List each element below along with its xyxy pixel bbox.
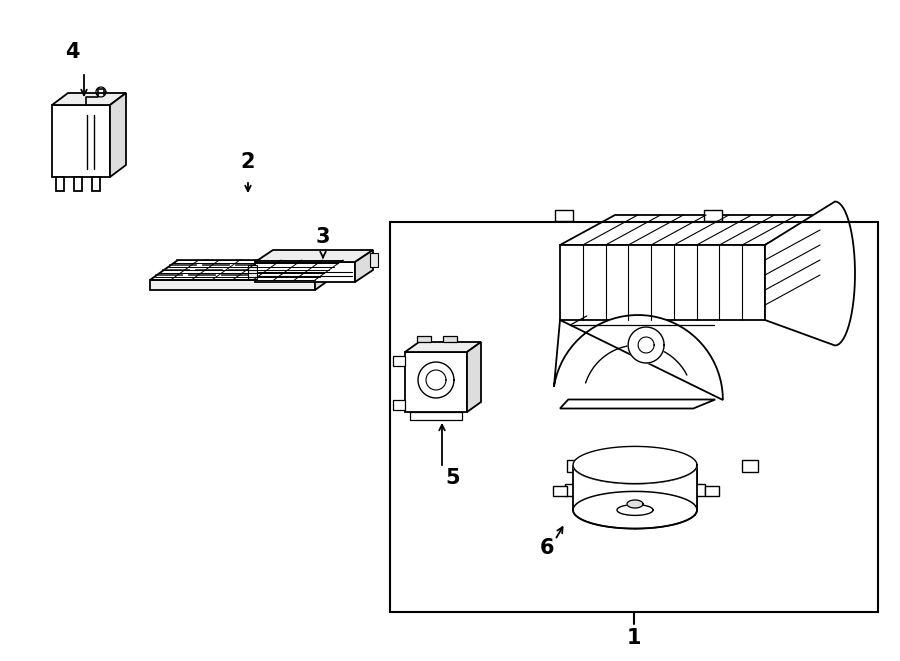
Polygon shape (405, 342, 481, 352)
Polygon shape (417, 336, 431, 342)
Polygon shape (294, 269, 321, 270)
Polygon shape (405, 352, 467, 412)
Polygon shape (255, 262, 355, 282)
Polygon shape (560, 215, 820, 245)
Polygon shape (573, 491, 697, 529)
Polygon shape (765, 202, 855, 346)
Polygon shape (268, 264, 295, 265)
Polygon shape (221, 274, 248, 275)
Polygon shape (555, 210, 573, 221)
Polygon shape (565, 484, 705, 496)
Polygon shape (765, 215, 820, 320)
Polygon shape (287, 274, 314, 275)
Polygon shape (560, 399, 716, 408)
Polygon shape (705, 486, 719, 496)
Polygon shape (418, 362, 454, 398)
Polygon shape (370, 253, 378, 267)
Polygon shape (553, 486, 567, 496)
Polygon shape (573, 465, 697, 529)
Text: 6: 6 (540, 538, 554, 558)
Polygon shape (567, 460, 583, 472)
Polygon shape (195, 269, 222, 270)
Polygon shape (704, 210, 722, 221)
Polygon shape (628, 327, 664, 363)
Polygon shape (248, 265, 257, 279)
Polygon shape (443, 336, 457, 342)
Polygon shape (228, 269, 255, 270)
Text: 1: 1 (626, 628, 641, 648)
Polygon shape (235, 264, 262, 265)
Polygon shape (393, 356, 405, 366)
Polygon shape (315, 260, 343, 290)
Polygon shape (573, 446, 697, 484)
Polygon shape (301, 264, 328, 265)
Polygon shape (308, 259, 335, 260)
Polygon shape (169, 264, 196, 265)
Polygon shape (155, 274, 182, 275)
Text: 5: 5 (446, 468, 460, 488)
Polygon shape (110, 93, 126, 177)
Polygon shape (254, 274, 281, 275)
Text: 3: 3 (316, 227, 330, 247)
Polygon shape (176, 259, 203, 260)
Polygon shape (242, 259, 269, 260)
Polygon shape (627, 500, 643, 508)
Polygon shape (150, 280, 315, 290)
Polygon shape (52, 105, 110, 177)
Polygon shape (74, 177, 82, 191)
Polygon shape (393, 400, 405, 410)
Polygon shape (188, 274, 215, 275)
Polygon shape (467, 342, 481, 412)
Polygon shape (52, 93, 126, 105)
Polygon shape (92, 177, 100, 191)
Polygon shape (355, 250, 373, 282)
Polygon shape (202, 264, 229, 265)
Polygon shape (150, 260, 343, 280)
Polygon shape (554, 315, 723, 400)
Polygon shape (617, 504, 653, 516)
Polygon shape (162, 269, 189, 270)
Polygon shape (56, 177, 64, 191)
Polygon shape (410, 412, 462, 420)
Polygon shape (560, 245, 765, 320)
Text: 4: 4 (65, 42, 79, 62)
Polygon shape (209, 259, 236, 260)
Text: 2: 2 (241, 152, 256, 172)
Polygon shape (261, 269, 288, 270)
Polygon shape (742, 460, 758, 472)
Polygon shape (275, 259, 302, 260)
Polygon shape (255, 250, 373, 262)
